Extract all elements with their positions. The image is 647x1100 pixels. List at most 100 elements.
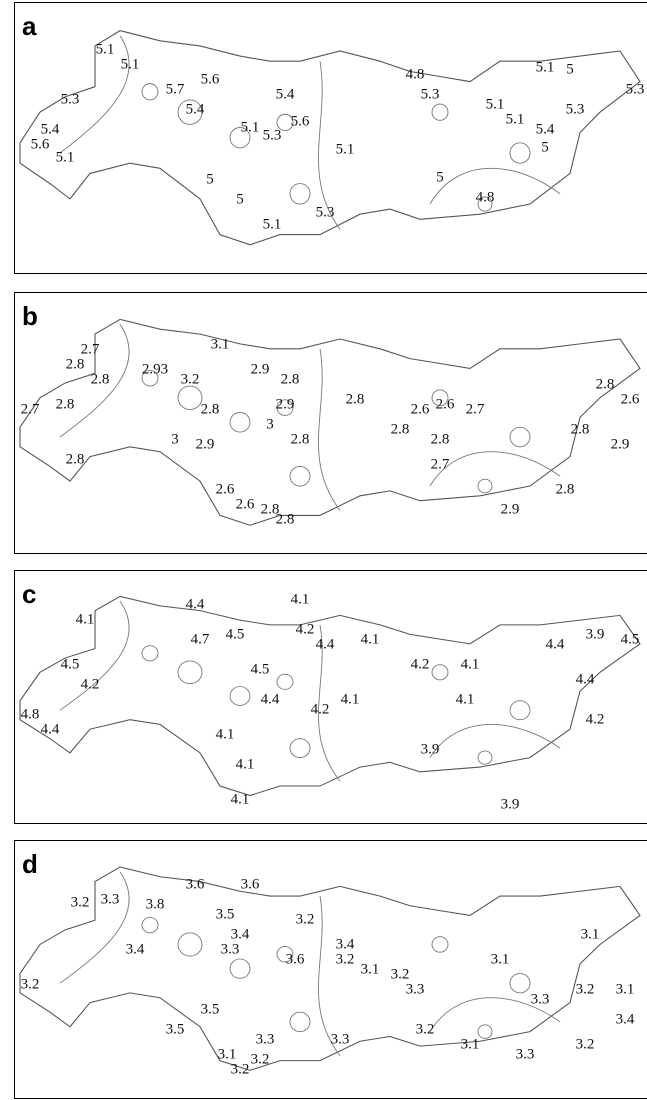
- contour-line: [318, 349, 340, 511]
- contour-label: 2.8: [556, 481, 575, 497]
- contour-label: 3.2: [21, 976, 40, 992]
- contour-label: 3.6: [241, 876, 260, 892]
- contour-label: 3.9: [586, 626, 605, 642]
- contour-label: 3.9: [421, 741, 440, 757]
- contour-label: 2.9: [501, 501, 520, 517]
- panel-frame: [15, 841, 647, 1099]
- contour-line: [430, 168, 560, 204]
- contour-label: 2.93: [142, 361, 168, 377]
- contour-label: 5.6: [291, 113, 310, 129]
- contour-label: 2.6: [436, 396, 455, 412]
- contour-label: 5.3: [316, 204, 335, 220]
- contour-label: 5.3: [626, 81, 645, 97]
- contour-label: 4.1: [361, 631, 380, 647]
- contour-ring: [230, 413, 250, 433]
- contour-label: 4.1: [456, 691, 475, 707]
- contour-label: 3.5: [216, 906, 235, 922]
- contour-label: 4.2: [411, 656, 430, 672]
- contour-label: 3: [171, 431, 179, 447]
- contour-label: 4.1: [236, 756, 255, 772]
- contour-label: 5.1: [241, 119, 260, 135]
- contour-ring: [510, 701, 530, 720]
- contour-label: 2.7: [21, 401, 40, 417]
- contour-label: 4.4: [41, 721, 60, 737]
- contour-label: 3.6: [286, 951, 305, 967]
- contour-label: 4.2: [311, 701, 330, 717]
- contour-label: 3: [266, 416, 274, 432]
- contour-ring: [432, 665, 448, 680]
- contour-label: 2.8: [431, 431, 450, 447]
- contour-label: 3.2: [71, 894, 90, 910]
- contour-label: 2.8: [346, 391, 365, 407]
- contour-ring: [178, 386, 202, 410]
- panel-label: c: [22, 579, 36, 609]
- contour-label: 4.1: [341, 691, 360, 707]
- contour-ring: [510, 427, 530, 447]
- contour-label: 2.7: [466, 401, 485, 417]
- contour-label: 4.8: [406, 66, 425, 82]
- contour-ring: [432, 104, 448, 120]
- contour-ring: [178, 933, 202, 956]
- contour-label: 3.5: [201, 1001, 220, 1017]
- contour-label: 2.8: [571, 421, 590, 437]
- figure: a5.15.15.35.75.65.45.45.65.15.15.45.65.3…: [0, 0, 647, 1100]
- contour-label: 4.5: [61, 656, 80, 672]
- contour-label: 2.9: [196, 436, 215, 452]
- contour-label: 5: [236, 191, 244, 207]
- contour-label: 4.1: [231, 791, 250, 807]
- contour-label: 3.4: [231, 926, 250, 942]
- contour-label: 3.2: [576, 981, 595, 997]
- contour-ring: [510, 143, 530, 163]
- contour-ring: [230, 959, 250, 978]
- contour-label: 5.3: [61, 91, 80, 107]
- contour-label: 5.1: [536, 59, 555, 75]
- contour-ring: [290, 466, 310, 486]
- contour-label: 3.1: [218, 1046, 237, 1062]
- panel-frame: [15, 571, 647, 824]
- contour-label: 4.8: [21, 706, 40, 722]
- contour-label: 5.6: [31, 136, 50, 152]
- contour-label: 4.1: [291, 591, 310, 607]
- contour-label: 5.1: [506, 111, 525, 127]
- contour-label: 3.3: [331, 1031, 350, 1047]
- contour-label: 2.9: [251, 361, 270, 377]
- contour-label: 3.5: [166, 1021, 185, 1037]
- contour-label: 5.1: [263, 216, 282, 232]
- contour-label: 3.2: [231, 1061, 250, 1077]
- contour-label: 4.7: [191, 631, 210, 647]
- contour-line: [430, 724, 560, 757]
- contour-label: 2.8: [291, 431, 310, 447]
- contour-label: 4.1: [461, 656, 480, 672]
- contour-label: 2.8: [66, 451, 85, 467]
- contour-ring: [290, 184, 310, 204]
- contour-label: 3.4: [616, 1011, 635, 1027]
- contour-label: 3.3: [531, 991, 550, 1007]
- contour-label: 2.8: [56, 396, 75, 412]
- contour-label: 3.3: [221, 941, 240, 957]
- contour-label: 3.2: [251, 1051, 270, 1067]
- contour-label: 4.2: [296, 621, 315, 637]
- contour-label: 4.1: [76, 611, 95, 627]
- contour-label: 5: [436, 169, 444, 185]
- contour-label: 5.6: [201, 71, 220, 87]
- contour-label: 3.3: [406, 981, 425, 997]
- contour-label: 2.6: [216, 481, 235, 497]
- contour-label: 3.1: [581, 926, 600, 942]
- contour-label: 3.3: [516, 1046, 535, 1062]
- contour-label: 4.2: [586, 711, 605, 727]
- contour-label: 2.8: [281, 371, 300, 387]
- contour-ring: [478, 1025, 492, 1039]
- contour-ring: [432, 937, 448, 952]
- contour-label: 5.1: [121, 56, 140, 72]
- contour-label: 3.2: [181, 371, 200, 387]
- contour-label: 4.5: [251, 661, 270, 677]
- contour-label: 3.1: [211, 336, 230, 352]
- contour-label: 4.4: [576, 671, 595, 687]
- contour-label: 4.8: [476, 189, 495, 205]
- contour-label: 4.4: [316, 636, 335, 652]
- contour-label: 3.1: [361, 961, 380, 977]
- contour-label: 5: [541, 139, 549, 155]
- contour-label: 2.8: [201, 401, 220, 417]
- contour-ring: [478, 479, 492, 493]
- contour-ring: [290, 1012, 310, 1031]
